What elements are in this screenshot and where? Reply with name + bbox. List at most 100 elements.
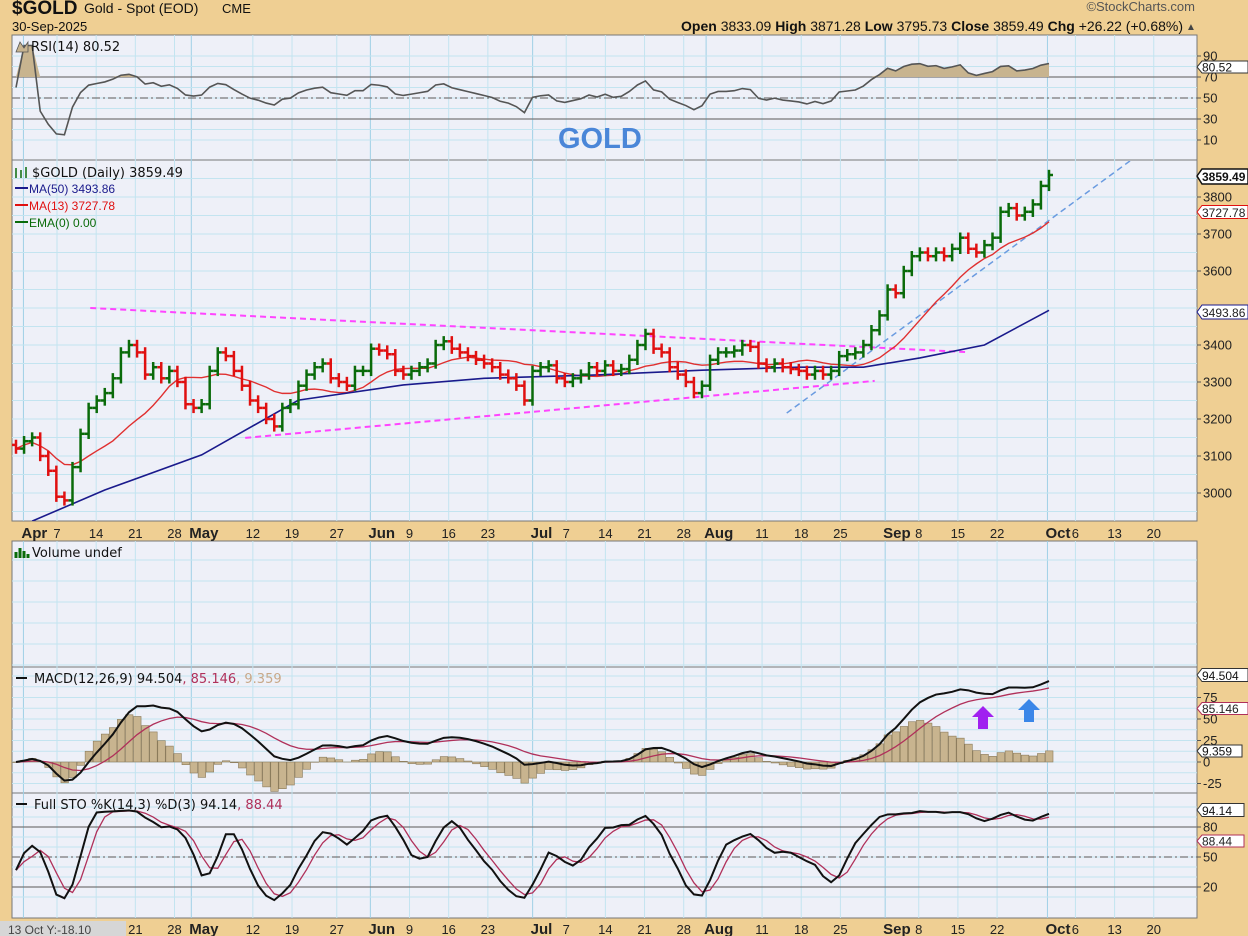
d-tag-text: 88.44 — [1202, 835, 1232, 849]
ohlc-bar — [84, 402, 93, 439]
ma13-line — [15, 221, 1050, 466]
ohlc-bar — [399, 365, 408, 380]
sto-axis-label: 50 — [1203, 850, 1217, 865]
price-series — [12, 161, 1132, 521]
macd-histogram-bar — [367, 753, 376, 763]
top-x-axis-label: 21 — [128, 526, 142, 541]
ohlc-bar — [124, 339, 133, 358]
macd-histogram-bar — [109, 727, 118, 763]
ohlc-bar — [972, 243, 981, 258]
macd-signal-line — [15, 687, 1050, 772]
macd-histogram-bar — [908, 721, 917, 763]
ohlc-bar — [1045, 169, 1053, 192]
macd-value: 94.504 — [137, 672, 183, 687]
ohlc-bar — [149, 362, 158, 380]
macd-histogram-bar — [423, 761, 432, 765]
ohlc-bar — [681, 369, 690, 388]
volume-icon — [14, 548, 30, 558]
macd-histogram-bar — [778, 761, 787, 766]
rsi-legend: RSI(14) 80.52 — [15, 40, 120, 55]
symbol: $GOLD — [12, 0, 77, 19]
low-value: 3795.73 — [897, 18, 948, 34]
ohlc-bar — [835, 350, 844, 377]
grid-lines — [12, 35, 1197, 918]
ohlc-bar — [746, 339, 755, 353]
ohlc-bar — [819, 365, 828, 380]
ohlc-bar — [956, 232, 965, 254]
bottom-x-axis-label: 6 — [1072, 922, 1079, 936]
chg-value: +26.22 (+0.68%) — [1079, 18, 1183, 34]
macd-histogram-bar — [657, 751, 666, 763]
ohlc-bar — [625, 354, 634, 375]
ohlc-bar — [375, 343, 384, 356]
ohlc-bar — [342, 376, 351, 391]
rsi-overbought-fill — [16, 45, 1049, 77]
bottom-x-axis-label: 9 — [406, 922, 413, 936]
ma13-tag: 3727.78 — [1196, 205, 1248, 220]
price-title: $GOLD (Daily) 3859.49 — [32, 166, 183, 181]
ohlc-bar — [36, 432, 45, 462]
macd-histogram-bar — [665, 757, 674, 763]
macd-histogram-bar — [246, 761, 255, 776]
macd-histogram-bar — [698, 761, 707, 776]
macd-axis-label: -25 — [1203, 776, 1222, 791]
sto-name: Full STO %K(14,3) %D(3) — [34, 798, 196, 813]
ohlc-bar — [423, 358, 432, 373]
macd-histogram-bar — [133, 716, 142, 763]
ma50-swatch — [15, 187, 28, 189]
macd-histogram-bar — [222, 760, 231, 763]
macd-histogram-bar — [754, 757, 763, 763]
ohlc-bar — [12, 439, 20, 454]
ohlc-bar — [1036, 180, 1045, 210]
top-x-axis-label: Apr — [21, 525, 47, 542]
bottom-x-axis-label: 15 — [951, 922, 965, 936]
macd-histogram-bar — [932, 726, 941, 763]
stockcharts-logo[interactable]: ©StockCharts.com — [1086, 0, 1195, 14]
ohlc-bar — [940, 247, 949, 262]
top-x-axis-label: 19 — [285, 526, 299, 541]
ohlc-bar — [44, 450, 53, 476]
close-tag: 3859.49 — [1196, 168, 1248, 185]
ohlc-bar — [205, 365, 214, 410]
bottom-x-axis-label: 13 — [1107, 922, 1121, 936]
ohlc-bar — [932, 247, 941, 262]
open-value: 3833.09 — [721, 18, 772, 34]
macd-histogram-bar — [682, 761, 691, 769]
k-tag: 94.14 — [1196, 803, 1245, 818]
macd-histogram-bar — [181, 761, 190, 765]
ohlc-bar — [326, 358, 335, 384]
ohlc-bar — [480, 354, 489, 369]
macd-histogram-bar — [383, 751, 392, 763]
top-x-axis-label: Aug — [704, 525, 733, 542]
ohlc-bar — [318, 358, 327, 373]
ohlc-bar — [730, 345, 739, 358]
macd-histogram-bar — [439, 756, 449, 763]
ohlc-bar — [108, 373, 117, 399]
top-x-axis-label: 12 — [246, 526, 260, 541]
price-axis-label: 3200 — [1203, 412, 1232, 427]
bottom-x-axis-label: 25 — [833, 922, 847, 936]
ohlc-bar — [786, 362, 795, 375]
ohlc-bar — [133, 339, 142, 358]
price-axis-label: 3800 — [1203, 190, 1232, 205]
high-label: High — [775, 18, 806, 34]
ohlc-bar — [722, 347, 731, 358]
ohlc-bar — [520, 380, 529, 406]
macd-histogram-bar — [100, 733, 110, 763]
chart-marks — [12, 44, 1132, 902]
ohlc-bar — [964, 232, 973, 254]
price-panel — [11, 159, 1198, 522]
macd-histogram-bar — [552, 761, 562, 771]
ohlc-bar — [463, 347, 472, 362]
price-axis-label: 3000 — [1203, 486, 1232, 501]
close-tag-text: 3859.49 — [1202, 170, 1246, 184]
sto-d-line — [15, 810, 1050, 898]
ohlc-bar — [237, 365, 246, 391]
k-value: 94.14 — [200, 798, 237, 813]
volume-legend: Volume undef — [14, 546, 122, 561]
price-bars-icon — [15, 167, 27, 178]
bottom-x-axis-label: Jul — [531, 921, 553, 936]
macd-histogram-bar — [278, 761, 287, 790]
ohlc-bar — [859, 339, 868, 358]
rsi-series — [15, 44, 1050, 136]
